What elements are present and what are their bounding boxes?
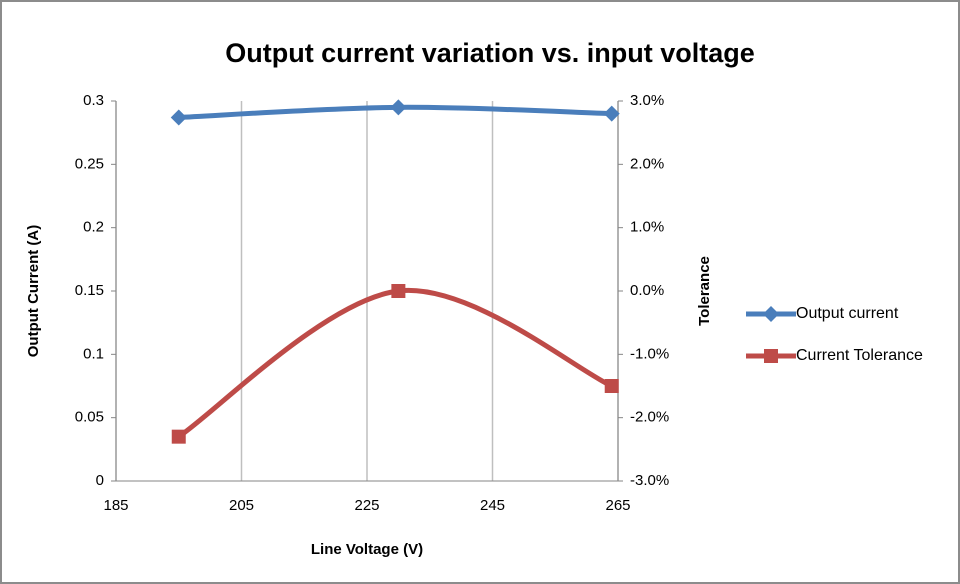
legend-marker: [764, 349, 778, 363]
x-tick-label: 265: [605, 497, 630, 514]
x-tick-label: 245: [480, 497, 505, 514]
y2-tick-label: 0.0%: [630, 282, 664, 299]
y-tick-label: 0.15: [75, 282, 104, 299]
data-point: [390, 99, 407, 116]
x-axis-label: Line Voltage (V): [311, 541, 423, 558]
y-tick-label: 0.1: [83, 345, 104, 362]
y-axis-label: Output Current (A): [25, 225, 42, 357]
y-tick-label: 0.05: [75, 409, 104, 426]
data-point: [170, 109, 187, 126]
legend-label: Current Tolerance: [796, 347, 923, 364]
y2-tick-label: 3.0%: [630, 92, 664, 109]
x-tick-label: 185: [103, 497, 128, 514]
y2-tick-label: 1.0%: [630, 219, 664, 236]
y-tick-label: 0.25: [75, 155, 104, 172]
data-point: [391, 284, 406, 298]
data-point: [604, 379, 619, 393]
y2-tick-label: 2.0%: [630, 155, 664, 172]
y-tick-label: 0.2: [83, 219, 104, 236]
legend-label: Output current: [796, 305, 899, 322]
y-tick-label: 0: [96, 472, 104, 489]
data-point: [171, 429, 186, 444]
y2-axis-label: Tolerance: [696, 256, 713, 326]
chart-title: Output current variation vs. input volta…: [225, 38, 755, 68]
y2-tick-label: -2.0%: [630, 409, 669, 426]
y2-tick-label: -1.0%: [630, 345, 669, 362]
y2-tick-label: -3.0%: [630, 472, 669, 489]
x-tick-label: 225: [354, 497, 379, 514]
legend-marker: [763, 306, 779, 322]
x-tick-label: 205: [229, 497, 254, 514]
y-tick-label: 0.3: [83, 92, 104, 109]
data-point: [603, 105, 620, 122]
